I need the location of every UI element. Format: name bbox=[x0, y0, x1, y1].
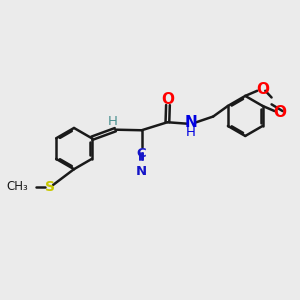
Text: C: C bbox=[137, 147, 146, 160]
Text: H: H bbox=[186, 126, 196, 139]
Text: CH₃: CH₃ bbox=[6, 180, 28, 193]
Text: S: S bbox=[45, 180, 55, 194]
Text: N: N bbox=[136, 166, 147, 178]
Text: O: O bbox=[161, 92, 175, 107]
Text: O: O bbox=[273, 105, 286, 120]
Text: N: N bbox=[184, 115, 197, 130]
Text: O: O bbox=[256, 82, 269, 97]
Text: H: H bbox=[108, 115, 118, 128]
